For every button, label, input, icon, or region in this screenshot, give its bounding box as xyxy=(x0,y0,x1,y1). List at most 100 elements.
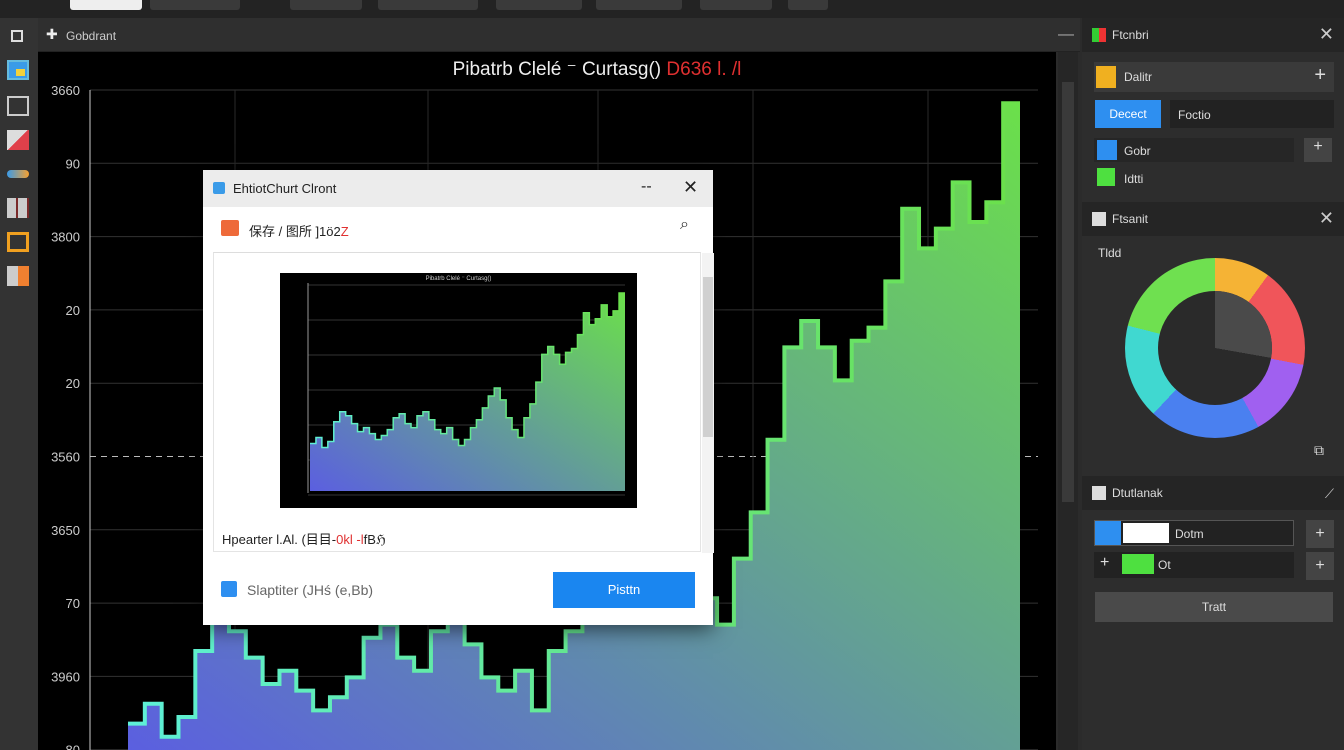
area-fill xyxy=(128,103,1020,750)
row-label: Gobr xyxy=(1124,144,1151,158)
y-tick-label: 70 xyxy=(66,596,80,611)
area-fill xyxy=(310,293,625,491)
row-label: Dalitr xyxy=(1124,70,1153,84)
dialog-caption: Hpearter l.Al. (目目-0kl -lfBℌ xyxy=(222,529,386,548)
y-tick-label: 3660 xyxy=(51,83,80,98)
donut-label: Tldd xyxy=(1098,246,1122,260)
chart-dialog: EhtiotChurt Clront -- ✕ 保存 / 图所 ]1ö2Z ⌕ … xyxy=(203,170,714,625)
color-swatch[interactable] xyxy=(1097,168,1115,186)
tab-active[interactable]: Decect xyxy=(1095,100,1161,128)
y-tick-label: 3800 xyxy=(51,230,80,245)
toolbar-tab[interactable] xyxy=(70,0,142,10)
panel-title: Dtutlanak xyxy=(1112,486,1163,500)
value-input[interactable] xyxy=(1123,523,1169,543)
close-button[interactable]: ✕ xyxy=(683,177,699,197)
mini-chart: Pibatrb Clelé ⁻ Curtasg() xyxy=(280,273,637,508)
app-icon xyxy=(213,182,225,194)
y-tick-label: 20 xyxy=(66,303,80,318)
checkbox[interactable] xyxy=(221,581,237,597)
add-icon[interactable]: + xyxy=(1100,554,1110,571)
chart-title-accent: D636 l. /l xyxy=(666,59,742,80)
y-tick-label: 3560 xyxy=(51,450,80,465)
vertical-scrollbar[interactable] xyxy=(1058,52,1078,750)
toolbar-tab[interactable] xyxy=(788,0,828,10)
pin-icon[interactable]: ⟋ xyxy=(1324,486,1334,501)
layout-icon[interactable] xyxy=(7,60,29,80)
mini-chart-title: Pibatrb Clelé ⁻ Curtasg() xyxy=(425,276,492,282)
color-swatch[interactable] xyxy=(1097,140,1117,160)
table-icon[interactable] xyxy=(7,232,29,252)
arrow-icon[interactable] xyxy=(7,170,29,178)
frame-icon[interactable] xyxy=(7,96,29,116)
chart-icon xyxy=(1092,212,1106,226)
primary-button[interactable]: Pisttn xyxy=(553,572,695,608)
row-label: Dotm xyxy=(1175,527,1204,541)
y-tick-label: 20 xyxy=(66,376,80,391)
checkbox-label: Slaptiter (JHś (e,Bb) xyxy=(247,582,374,598)
color-swatch[interactable] xyxy=(1122,554,1154,574)
data-row[interactable]: + Ot xyxy=(1094,552,1294,578)
close-icon[interactable]: ✕ xyxy=(1318,208,1334,228)
donut-highlight-slice xyxy=(1158,291,1272,405)
toolbar-tab[interactable] xyxy=(496,0,582,10)
y-tick-label: 90 xyxy=(66,156,80,171)
row-label: Ot xyxy=(1158,558,1171,572)
minimize-icon[interactable]: — xyxy=(1058,26,1074,43)
close-icon[interactable]: ✕ xyxy=(1318,24,1334,44)
expand-icon[interactable]: ⧉ xyxy=(1314,442,1324,458)
breadcrumb-text: 保存 / 图所 ]1ö2 xyxy=(249,224,341,239)
document-tab[interactable]: Gobdrant xyxy=(66,29,117,43)
panel-toggle-icon[interactable] xyxy=(11,30,23,42)
mini-chart-canvas xyxy=(307,283,625,496)
toolbar-tab[interactable] xyxy=(378,0,478,10)
document-icon xyxy=(1092,486,1106,500)
apply-button[interactable]: Tratt xyxy=(1095,592,1333,622)
panel-header-2: Ftsanit ✕ xyxy=(1082,202,1344,236)
toolbar-tab[interactable] xyxy=(596,0,682,10)
dialog-breadcrumb: 保存 / 图所 ]1ö2Z xyxy=(249,221,349,240)
add-button[interactable]: + xyxy=(1304,138,1332,162)
grid-icon[interactable] xyxy=(7,198,29,218)
row-label: Idtti xyxy=(1124,172,1144,186)
dashboard-icon[interactable] xyxy=(7,266,29,286)
puzzle-icon: ✚ xyxy=(46,26,58,42)
series-line xyxy=(310,292,625,449)
donut-chart[interactable] xyxy=(1125,258,1305,438)
folder-icon xyxy=(1095,521,1121,545)
minimize-button[interactable]: -- xyxy=(641,178,652,195)
scrollbar-thumb[interactable] xyxy=(1062,82,1074,502)
caption-accent: 0kl -l xyxy=(336,532,364,547)
right-panel: Ftcnbri ✕ Dalitr + Decect Foctio Gobr + … xyxy=(1082,18,1344,750)
palette-icon xyxy=(1092,28,1106,42)
y-tick-label: 80 xyxy=(66,743,80,750)
caption-tail: fBℌ xyxy=(363,532,386,547)
series-line xyxy=(128,101,1020,739)
chart-type-icon xyxy=(221,220,239,236)
chart-title-text: Pibatrb Clelé ⁻ Curtasg() xyxy=(452,59,662,80)
toolbar-tab[interactable] xyxy=(150,0,240,10)
data-row[interactable]: Dalitr + xyxy=(1094,62,1334,92)
chart-icon[interactable] xyxy=(7,130,29,150)
data-row[interactable]: Dotm xyxy=(1094,520,1294,546)
top-toolbar xyxy=(0,0,1344,18)
tab-field[interactable]: Foctio xyxy=(1170,100,1334,128)
caption-text: Hpearter l.Al. (目目- xyxy=(222,532,337,547)
scrollbar-thumb[interactable] xyxy=(703,277,713,437)
search-icon[interactable]: ⌕ xyxy=(680,216,689,233)
dialog-content: Pibatrb Clelé ⁻ Curtasg() Hpearter l.Al.… xyxy=(213,252,714,553)
panel-header-1: Ftcnbri ✕ xyxy=(1082,18,1344,52)
add-icon[interactable]: + xyxy=(1314,64,1326,86)
add-button[interactable]: + xyxy=(1306,552,1334,580)
y-tick-label: 3960 xyxy=(51,669,80,684)
dialog-scrollbar[interactable] xyxy=(702,253,714,553)
user-icon xyxy=(1096,66,1116,88)
breadcrumb-accent: Z xyxy=(340,224,349,239)
chart-title: Pibatrb Clelé ⁻ Curtasg() D636 l. /l xyxy=(38,58,1056,81)
left-toolbar xyxy=(0,18,38,750)
data-row[interactable]: Gobr xyxy=(1094,138,1294,162)
toolbar-tab[interactable] xyxy=(700,0,772,10)
toolbar-tab[interactable] xyxy=(290,0,362,10)
panel-header-3: Dtutlanak ⟋ xyxy=(1082,476,1344,510)
dialog-titlebar: EhtiotChurt Clront -- ✕ xyxy=(203,170,713,207)
add-button[interactable]: + xyxy=(1306,520,1334,548)
